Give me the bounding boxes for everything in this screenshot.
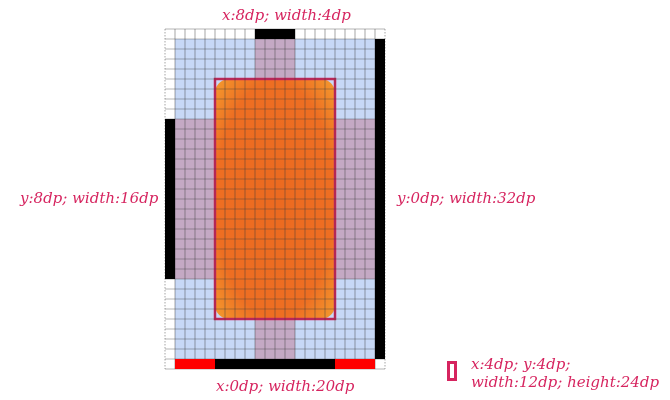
bottom-edge-marker <box>175 359 375 369</box>
bottom-red-marker-right <box>335 359 375 369</box>
legend-swatch <box>447 361 457 381</box>
left-edge-marker <box>165 119 175 279</box>
legend-text: x:4dp; y:4dp; width:12dp; height:24dp <box>471 355 659 391</box>
bottom-edge-label: x:0dp; width:20dp <box>216 377 355 395</box>
top-edge-marker <box>255 29 295 39</box>
legend-line-1: x:4dp; y:4dp; <box>471 355 571 373</box>
bottom-red-marker-left <box>175 359 215 369</box>
left-edge-label: y:8dp; width:16dp <box>20 189 159 207</box>
right-edge-label: y:0dp; width:32dp <box>397 189 536 207</box>
top-edge-label: x:8dp; width:4dp <box>222 6 351 24</box>
legend-line-2: width:12dp; height:24dp <box>471 373 660 391</box>
right-edge-marker <box>375 39 385 359</box>
